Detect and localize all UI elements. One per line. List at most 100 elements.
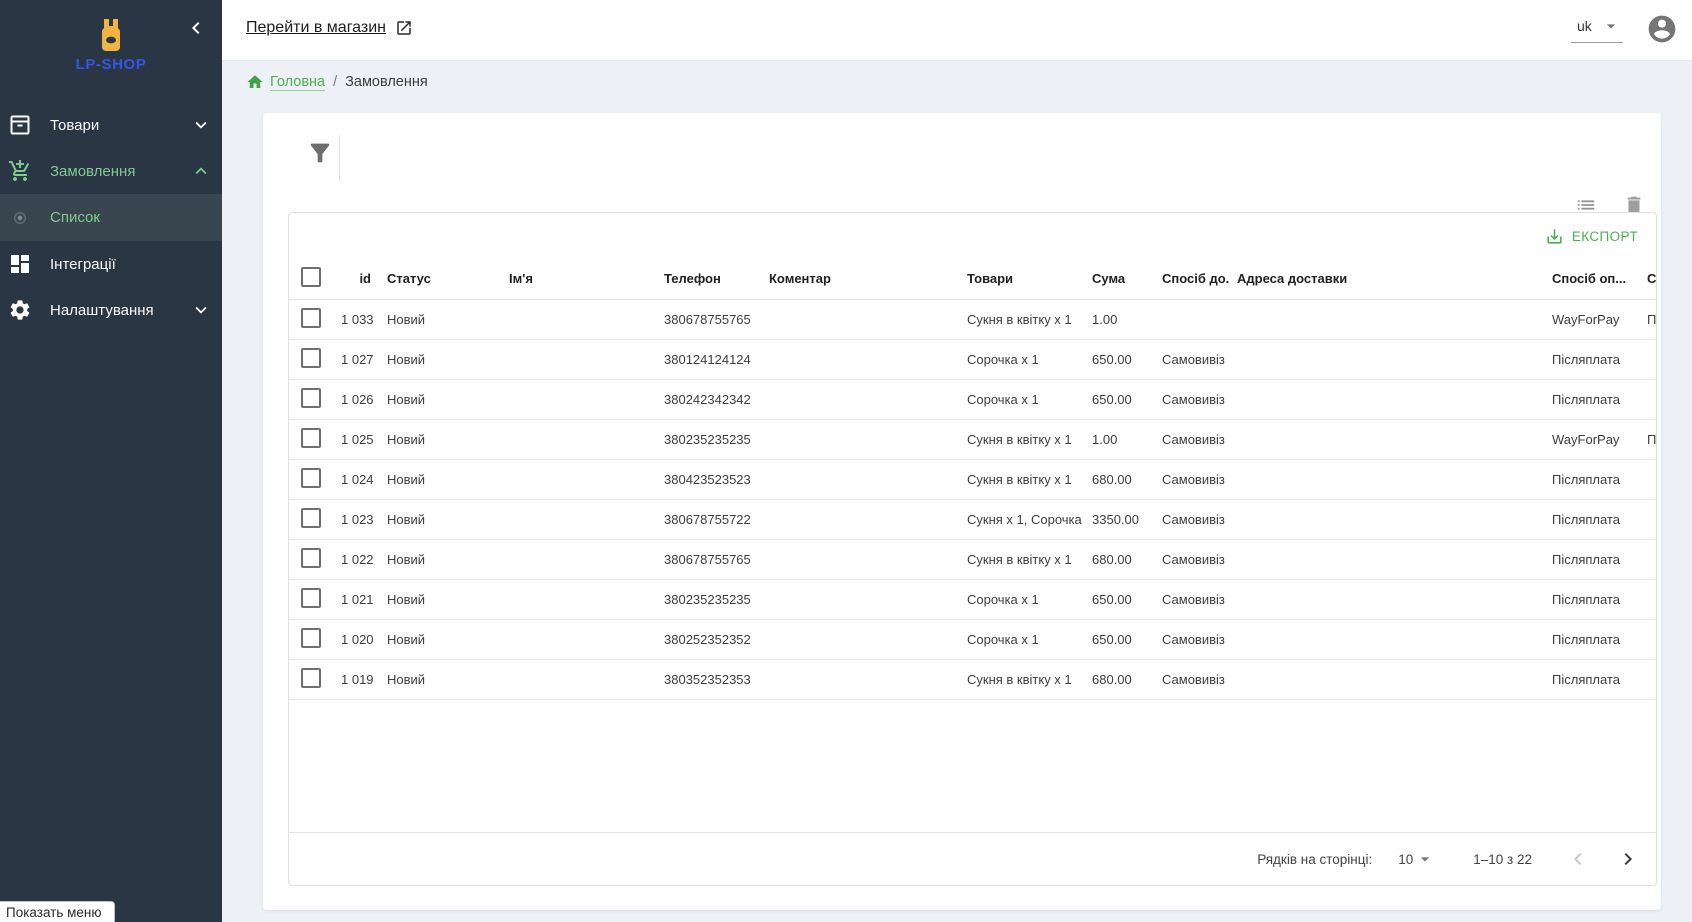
next-page-button[interactable] [1616,847,1640,871]
row-checkbox[interactable] [301,467,321,488]
column-header-name[interactable]: Ім'я [501,259,656,300]
breadcrumb-current: Замовлення [345,74,428,90]
cell-delivery-method: Самовивіз [1154,659,1229,700]
home-icon [246,73,264,91]
column-header-comment[interactable]: Коментар [761,259,959,300]
table-row[interactable]: 1 020 Новий 380252352352 Сорочка x 1 650.00 С… [289,619,1656,660]
cell-delivery-method [1154,299,1229,340]
cell-payment-method: WayForPay [1544,299,1639,340]
sidebar-item-label: Товари [50,116,100,134]
rows-per-page-select[interactable]: 10 [1398,849,1435,869]
column-header-payment-method[interactable]: Спосіб оп... [1544,259,1639,300]
rows-per-page-label: Рядків на сторінці: [1257,851,1373,867]
row-checkbox[interactable] [301,427,321,448]
orders-panel: ЕКСПОРТ id Статус Ім'я Телефон К [263,113,1661,910]
cell-name [501,379,656,420]
cell-products: Сукня x 1, Сорочка x 4 [959,499,1084,540]
cell-id: 1 023 [333,499,379,540]
cell-delivery-address [1229,499,1544,540]
row-checkbox[interactable] [301,307,321,328]
view-list-button[interactable] [1575,194,1597,216]
sidebar-collapse-button[interactable] [184,16,208,40]
sidebar-item-orders[interactable]: Замовлення [0,148,222,194]
cell-comment [761,339,959,380]
delete-button[interactable] [1623,194,1645,216]
column-header-status[interactable]: Статус [379,259,501,300]
pagination-range: 1–10 з 22 [1473,851,1532,867]
user-avatar-button[interactable] [1646,13,1678,45]
table-row[interactable]: 1 027 Новий 380124124124 Сорочка x 1 650.00 С… [289,339,1656,380]
cell-status: Новий [379,299,501,340]
table-row[interactable]: 1 021 Новий 380235235235 Сорочка x 1 650.00 С… [289,579,1656,620]
language-code: uk [1577,18,1592,34]
cell-id: 1 033 [333,299,379,340]
column-header-phone[interactable]: Телефон [656,259,761,300]
sidebar-item-products[interactable]: Товари [0,102,222,148]
cell-phone: 380124124124 [656,339,761,380]
cell-phone: 380678755722 [656,499,761,540]
cell-name [501,419,656,460]
cell-delivery-method: Самовивіз [1154,419,1229,460]
breadcrumb-separator: / [333,74,338,90]
cell-delivery-address [1229,299,1544,340]
cell-id: 1 025 [333,419,379,460]
filter-funnel-icon [306,139,334,167]
select-all-checkbox[interactable] [301,267,321,288]
cell-name [501,339,656,380]
sidebar-item-orders-list[interactable]: Список [0,194,222,241]
cell-status: Новий [379,659,501,700]
cell-id: 1 021 [333,579,379,620]
cell-delivery-address [1229,579,1544,620]
column-header-products[interactable]: Товари [959,259,1084,300]
account-circle-icon [1646,13,1678,45]
table-empty-space [289,700,1656,833]
row-checkbox[interactable] [301,547,321,568]
export-button[interactable]: ЕКСПОРТ [1539,223,1644,250]
cell-sum: 650.00 [1084,579,1154,620]
cell-delivery-address [1229,419,1544,460]
cell-products: Сорочка x 1 [959,619,1084,660]
previous-page-button[interactable] [1566,847,1590,871]
table-row[interactable]: 1 025 Новий 380235235235 Сукня в квітку x 1… [289,419,1656,460]
row-checkbox[interactable] [301,627,321,648]
breadcrumb-home-link[interactable]: Головна [246,73,326,91]
row-checkbox[interactable] [301,347,321,368]
row-checkbox[interactable] [301,587,321,608]
row-checkbox[interactable] [301,507,321,528]
sidebar-item-integrations[interactable]: Інтеграції [0,241,222,287]
language-select[interactable]: uk [1571,14,1623,43]
cell-delivery-address [1229,619,1544,660]
topbar: Перейти в магазин uk [222,0,1692,61]
column-header-id[interactable]: id [333,259,379,300]
go-to-shop-link[interactable]: Перейти в магазин [246,19,413,37]
table-row[interactable]: 1 023 Новий 380678755722 Сукня x 1, Сорочка… [289,499,1656,540]
cell-sum: 1.00 [1084,419,1154,460]
filter-button[interactable] [306,139,334,167]
cell-delivery-address [1229,379,1544,420]
cell-comment [761,379,959,420]
cell-products: Сукня в квітку x 1 [959,299,1084,340]
breadcrumb: Головна / Замовлення [246,73,428,91]
column-header-sum[interactable]: Сума [1084,259,1154,300]
cell-payment-method: Післяплата [1544,659,1639,700]
cell-delivery-method: Самовивіз [1154,539,1229,580]
cell-phone: 380242342342 [656,379,761,420]
sidebar-item-label: Налаштування [50,301,154,319]
cell-status: Новий [379,379,501,420]
table-row[interactable]: 1 024 Новий 380423523523 Сукня в квітку x 1… [289,459,1656,500]
table-row[interactable]: 1 022 Новий 380678755765 Сукня в квітку x 1… [289,539,1656,580]
row-checkbox[interactable] [301,387,321,408]
sidebar-item-settings[interactable]: Налаштування [0,287,222,333]
column-header-delivery-method[interactable]: Спосіб до... [1154,259,1229,300]
table-row[interactable]: 1 033 Новий 380678755765 Сукня в квітку x 1… [289,299,1656,340]
column-header-payment-status[interactable]: Ст [1639,259,1656,300]
cell-sum: 680.00 [1084,459,1154,500]
table-row[interactable]: 1 019 Новий 380352352353 Сукня в квітку x 1… [289,659,1656,700]
column-header-delivery-address[interactable]: Адреса доставки [1229,259,1544,300]
cell-payment-method: WayForPay [1544,419,1639,460]
cell-payment-method: Післяплата [1544,539,1639,580]
cell-comment [761,619,959,660]
row-checkbox[interactable] [301,667,321,688]
table-row[interactable]: 1 026 Новий 380242342342 Сорочка x 1 650.00 С… [289,379,1656,420]
cell-delivery-method: Самовивіз [1154,619,1229,660]
